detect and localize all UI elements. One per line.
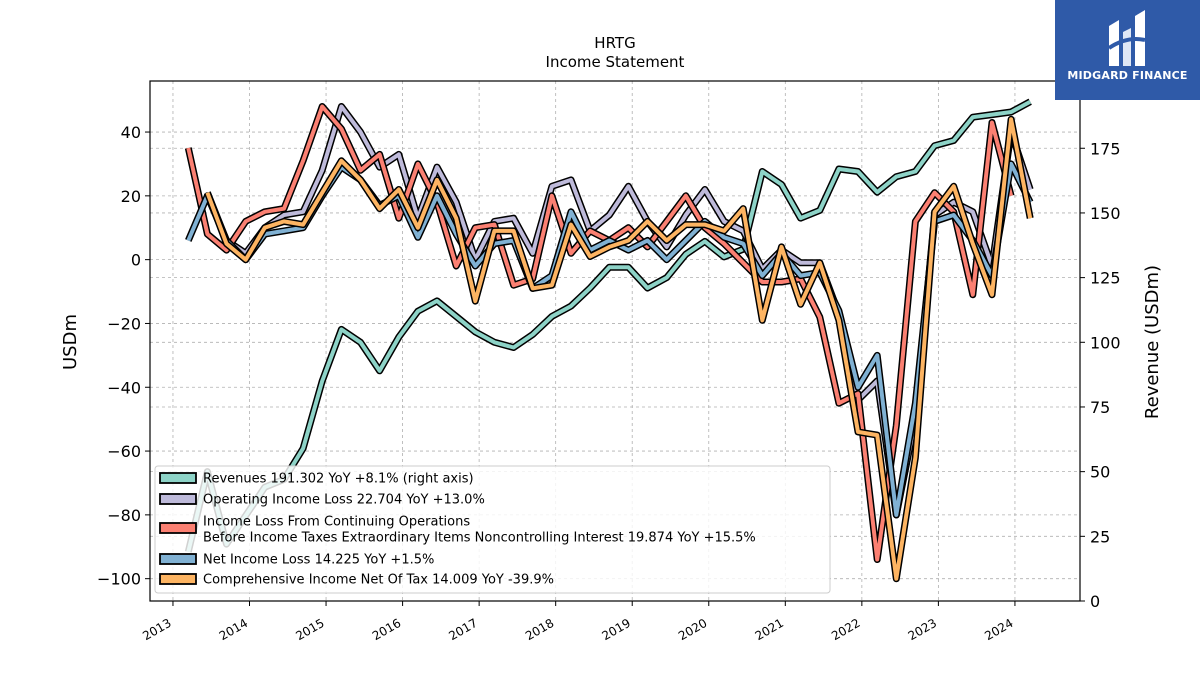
y-tick-label-left: 20 bbox=[121, 187, 141, 206]
x-tick-label: 2015 bbox=[293, 616, 326, 643]
y-tick-label-left: −40 bbox=[107, 378, 141, 397]
chart-subtitle: Income Statement bbox=[546, 53, 685, 71]
legend-label: Comprehensive Income Net Of Tax 14.009 Y… bbox=[203, 573, 554, 588]
y-tick-label-right: 0 bbox=[1090, 592, 1100, 611]
legend: Revenues 191.302 YoY +8.1% (right axis) O… bbox=[154, 465, 831, 594]
x-tick-label: 2014 bbox=[217, 616, 250, 643]
y-axis-label-right: Revenue (USDm) bbox=[1142, 265, 1163, 419]
legend-swatch bbox=[159, 472, 197, 484]
legend-swatch bbox=[159, 573, 197, 585]
brand-logo: MIDGARD FINANCE bbox=[1055, 0, 1200, 100]
plot-frame bbox=[149, 80, 1081, 602]
y-tick-label-right: 175 bbox=[1090, 139, 1121, 158]
x-tick-label: 2017 bbox=[446, 616, 479, 643]
x-tick-label: 2023 bbox=[906, 616, 939, 643]
x-tick-label: 2022 bbox=[829, 616, 862, 643]
y-tick-label-right: 100 bbox=[1090, 333, 1121, 352]
legend-label: Net Income Loss 14.225 YoY +1.5% bbox=[203, 553, 434, 568]
legend-label: Before Income Taxes Extraordinary Items … bbox=[203, 531, 756, 546]
series-line-4 bbox=[205, 117, 1033, 581]
midgard-logo-icon bbox=[1107, 10, 1146, 66]
series-line-0 bbox=[186, 99, 1032, 553]
x-tick-label: 2019 bbox=[599, 616, 632, 643]
y-tick-label-left: 0 bbox=[131, 251, 141, 270]
y-axis-label-left: USDm bbox=[60, 314, 81, 370]
y-tick-label-right: 125 bbox=[1090, 269, 1121, 288]
legend-swatch bbox=[159, 493, 197, 505]
y-tick-label-left: −100 bbox=[97, 570, 141, 589]
x-tick-label: 2016 bbox=[370, 616, 403, 643]
series-line-2 bbox=[186, 104, 1014, 562]
legend-swatch bbox=[159, 553, 197, 565]
legend-box bbox=[154, 465, 831, 594]
x-tick-label: 2024 bbox=[982, 616, 1015, 643]
y-tick-label-left: 40 bbox=[121, 123, 141, 142]
legend-label: Operating Income Loss 22.704 YoY +13.0% bbox=[203, 493, 485, 508]
y-tick-label-right: 75 bbox=[1090, 398, 1110, 417]
y-tick-label-right: 50 bbox=[1090, 463, 1110, 482]
y-tick-label-left: −20 bbox=[107, 314, 141, 333]
legend-label: Income Loss From Continuing Operations bbox=[203, 515, 470, 530]
x-tick-label: 2021 bbox=[753, 616, 786, 643]
legend-swatch bbox=[159, 522, 197, 534]
y-tick-label-right: 25 bbox=[1090, 527, 1110, 546]
x-tick-label: 2013 bbox=[140, 616, 173, 643]
y-tick-label-left: −80 bbox=[107, 506, 141, 525]
chart-title: HRTG bbox=[594, 34, 635, 52]
brand-name: MIDGARD FINANCE bbox=[1067, 69, 1188, 82]
y-tick-label-left: −60 bbox=[107, 442, 141, 461]
y-tick-label-right: 150 bbox=[1090, 204, 1121, 223]
x-tick-label: 2020 bbox=[676, 616, 709, 643]
legend-label: Revenues 191.302 YoY +8.1% (right axis) bbox=[203, 472, 474, 487]
x-tick-label: 2018 bbox=[523, 616, 556, 643]
series-lines bbox=[184, 98, 1034, 583]
